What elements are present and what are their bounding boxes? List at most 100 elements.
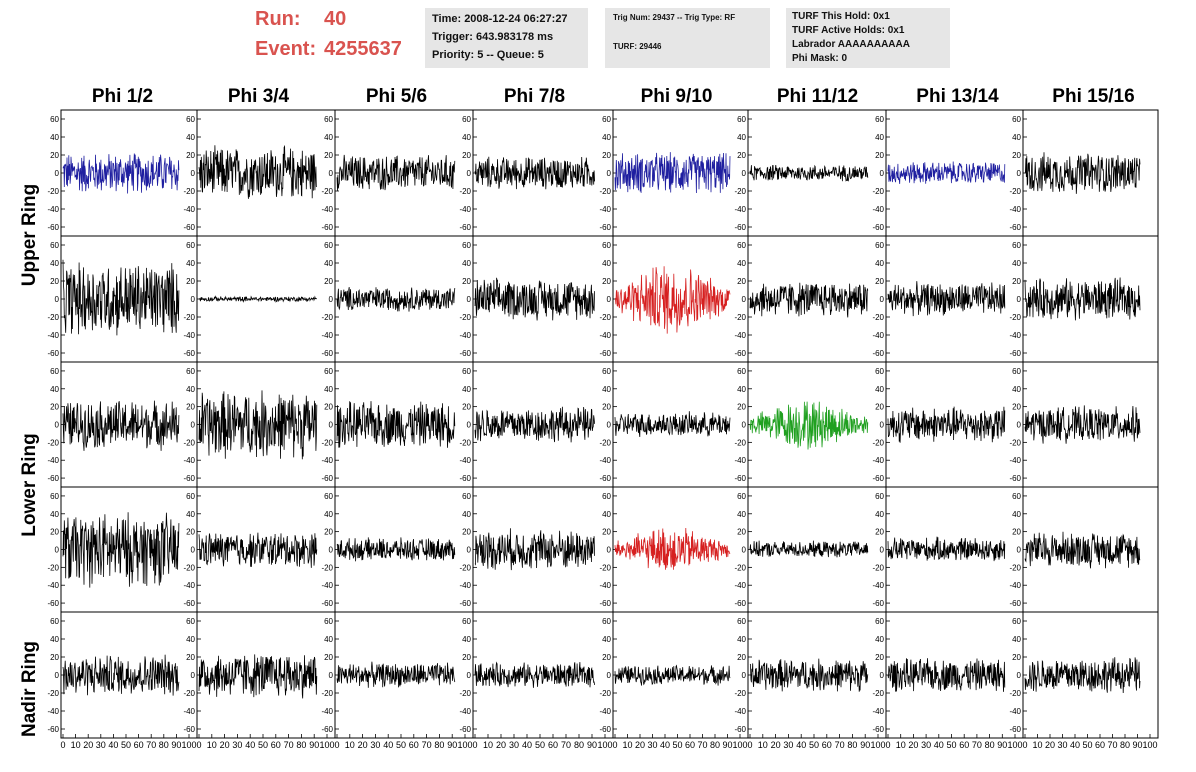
y-tick-label: -40 (183, 205, 195, 214)
y-tick-label: -60 (459, 599, 471, 608)
y-tick-label: 60 (602, 617, 611, 626)
run-value: 40 (324, 8, 347, 30)
x-tick-label: 100 (597, 740, 612, 750)
y-tick-label: 20 (186, 151, 195, 160)
y-tick-label: 40 (875, 510, 884, 519)
y-tick-label: 0 (329, 421, 334, 430)
y-tick-label: -20 (47, 438, 59, 447)
y-tick-label: 20 (324, 528, 333, 537)
phi-header-5-6: Phi 5/6 (365, 86, 428, 107)
x-tick-label: 70 (697, 740, 707, 750)
y-tick-label: -20 (1009, 438, 1021, 447)
y-tick-label: -20 (599, 313, 611, 322)
y-tick-label: -60 (599, 474, 611, 483)
y-tick-label: 60 (1012, 492, 1021, 501)
y-tick-label: -20 (872, 689, 884, 698)
waveform-line (62, 400, 180, 451)
x-tick-label: 20 (496, 740, 506, 750)
y-tick-label: -20 (734, 438, 746, 447)
y-tick-label: -60 (599, 725, 611, 734)
y-tick-label: -20 (183, 689, 195, 698)
x-tick-label: 20 (635, 740, 645, 750)
y-tick-label: -40 (599, 205, 611, 214)
x-tick-label: 90 (309, 740, 319, 750)
x-tick-label: 60 (685, 740, 695, 750)
y-tick-label: 40 (186, 259, 195, 268)
y-tick-label: 40 (875, 259, 884, 268)
x-tick-label: 40 (934, 740, 944, 750)
y-tick-label: -60 (599, 223, 611, 232)
y-tick-label: 0 (1017, 421, 1022, 430)
y-tick-label: -40 (183, 456, 195, 465)
y-tick-label: -40 (1009, 205, 1021, 214)
event-label: Event: (255, 38, 317, 60)
x-tick-label: 30 (1057, 740, 1067, 750)
y-tick-label: 20 (1012, 277, 1021, 286)
y-tick-label: 0 (55, 169, 60, 178)
waveform-line (614, 411, 731, 438)
waveform-panel: 60 40 20 0 -20 -40 -60 (47, 611, 198, 739)
y-tick-label: 20 (875, 151, 884, 160)
waveform-line (887, 536, 1006, 562)
y-tick-label: -20 (459, 689, 471, 698)
waveform-line (336, 154, 456, 191)
x-tick-label: 40 (383, 740, 393, 750)
y-tick-label: -20 (734, 563, 746, 572)
y-tick-label: 60 (1012, 115, 1021, 124)
waveform-panel: 60 40 20 0 -20 -40 -60 (47, 361, 198, 488)
y-tick-label: -40 (872, 707, 884, 716)
y-tick-label: -40 (459, 456, 471, 465)
y-tick-label: 60 (324, 617, 333, 626)
x-tick-label: 10 (758, 740, 768, 750)
x-tick-label: 50 (946, 740, 956, 750)
y-tick-label: 20 (186, 528, 195, 537)
y-tick-label: -20 (47, 563, 59, 572)
y-tick-label: 20 (50, 653, 59, 662)
x-tick-label: 70 (146, 740, 156, 750)
x-tick-label: 70 (1107, 740, 1117, 750)
waveform-panel: 60 40 20 0 -20 -40 -60 (734, 235, 887, 363)
y-tick-label: -60 (183, 599, 195, 608)
x-tick-label: 80 (296, 740, 306, 750)
waveform-panel: 60 40 20 0 -20 -40 -60 (321, 486, 474, 613)
y-tick-label: -20 (183, 313, 195, 322)
y-tick-label: -40 (734, 456, 746, 465)
y-tick-label: -40 (459, 205, 471, 214)
waveform-line (336, 401, 456, 448)
y-tick-label: 20 (324, 653, 333, 662)
waveform-panel: 60 40 20 0 -20 -40 -60 (459, 235, 614, 363)
y-tick-label: -60 (1009, 223, 1021, 232)
y-tick-label: -20 (872, 438, 884, 447)
x-tick-label: 10 (71, 740, 81, 750)
y-tick-label: 20 (602, 528, 611, 537)
y-tick-label: 0 (55, 671, 60, 680)
x-tick-label: 40 (796, 740, 806, 750)
priority-text: Priority: 5 -- Queue: 5 (432, 49, 544, 61)
y-tick-label: 0 (55, 546, 60, 555)
y-tick-label: 60 (875, 115, 884, 124)
phi-header-13-14: Phi 13/14 (916, 86, 999, 107)
waveform-line (62, 259, 180, 336)
x-tick-label: 20 (1045, 740, 1055, 750)
y-tick-label: 60 (462, 617, 471, 626)
x-tick-label: 90 (997, 740, 1007, 750)
y-tick-label: -60 (183, 725, 195, 734)
y-tick-label: -20 (183, 187, 195, 196)
turf-info-box: TURF This Hold: 0x1 TURF Active Holds: 0… (786, 8, 950, 68)
x-tick-label: 10 (896, 740, 906, 750)
y-tick-label: 40 (602, 259, 611, 268)
waveform-panel: 60 40 20 0 -20 -40 -60 (183, 611, 336, 739)
y-tick-label: 20 (737, 277, 746, 286)
x-tick-label: 10 (483, 740, 493, 750)
waveform-panel: 60 40 20 0 -20 -40 -60 (321, 109, 474, 237)
x-tick-label: 90 (1132, 740, 1142, 750)
y-tick-label: 60 (1012, 617, 1021, 626)
waveform-line (614, 664, 731, 686)
x-tick-label: 30 (96, 740, 106, 750)
y-tick-label: -40 (459, 581, 471, 590)
waveform-line (749, 282, 869, 318)
x-tick-label: 90 (447, 740, 457, 750)
waveform-line (1024, 152, 1141, 194)
y-tick-label: -40 (734, 205, 746, 214)
x-tick-label: 30 (509, 740, 519, 750)
